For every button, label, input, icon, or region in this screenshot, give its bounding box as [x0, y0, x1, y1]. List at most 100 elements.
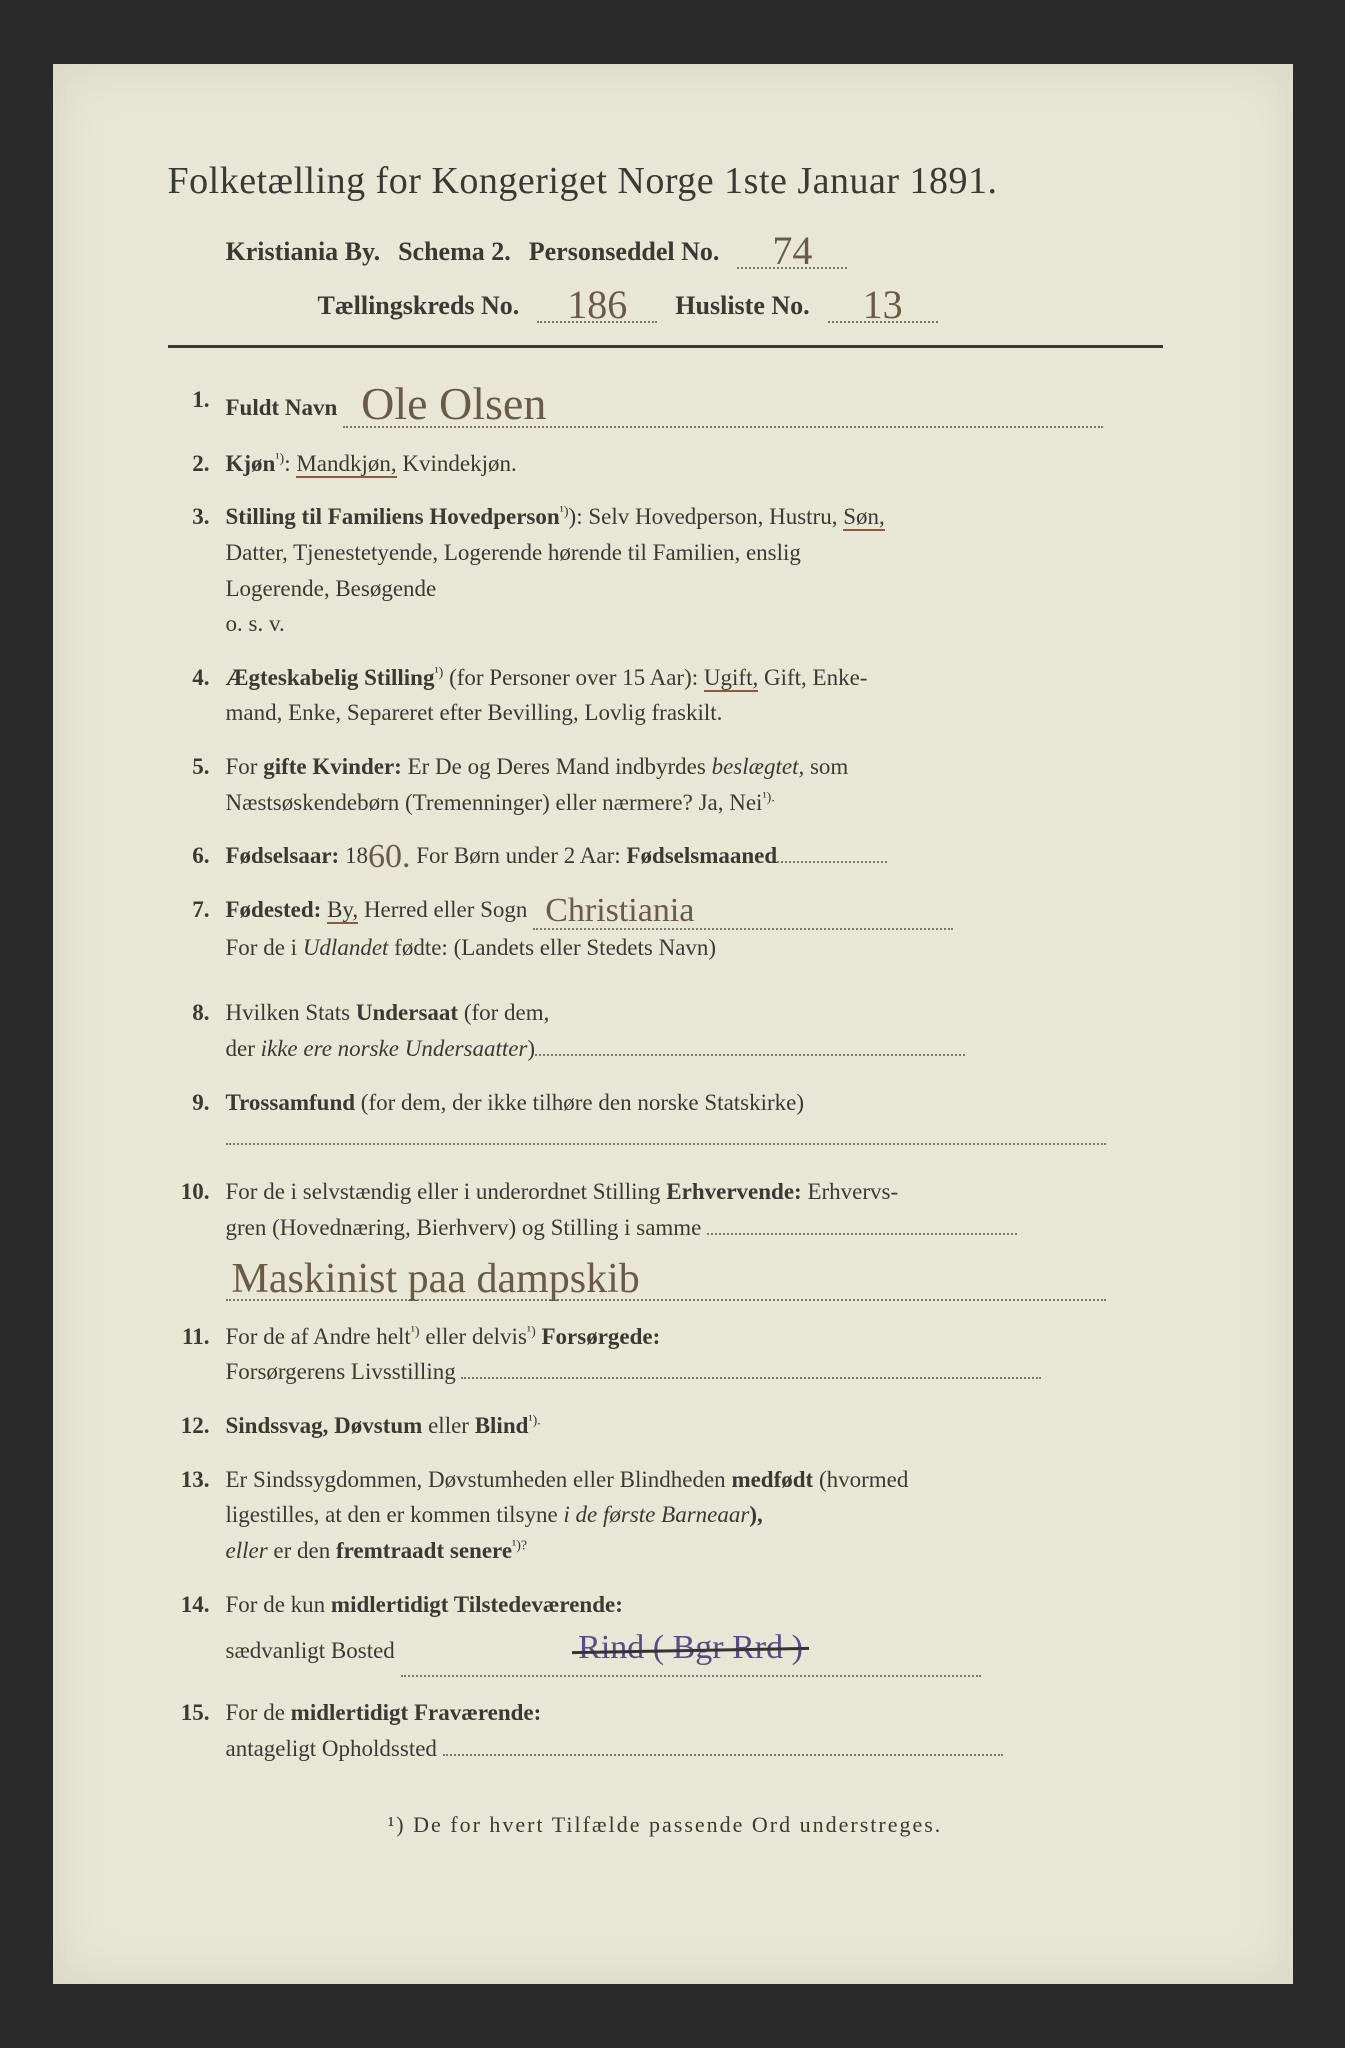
husliste-label: Husliste No.: [675, 291, 809, 321]
f8-blank: [535, 1054, 965, 1056]
fields-list: Fuldt Navn Ole Olsen Kjøn¹): Mandkjøn, K…: [168, 382, 1163, 1766]
f13-t5: eller: [226, 1538, 268, 1563]
f14-field: Rind ( Bgr Rrd ): [401, 1622, 981, 1677]
f14-t2: sædvanligt Bosted: [226, 1638, 395, 1663]
f7-hw: Christiania: [545, 897, 694, 924]
husliste-value: 13: [863, 289, 903, 321]
f9-t1: (for dem, der ikke tilhøre den norske St…: [355, 1090, 804, 1115]
document-page: Folketælling for Kongeriget Norge 1ste J…: [53, 64, 1293, 1984]
f5-b: gifte Kvinder:: [263, 754, 402, 779]
f2-note: ¹): [275, 451, 284, 466]
f9-b: Trossamfund: [226, 1090, 356, 1115]
f4-t1a: (for Personer over 15 Aar):: [443, 665, 704, 690]
f13-i: i de første Barneaar: [563, 1502, 749, 1527]
f11-b: Forsørgede:: [536, 1324, 661, 1349]
f3-line2: Datter, Tjenestetyende, Logerende hørend…: [226, 535, 1163, 571]
f8-t1: Hvilken Stats: [226, 1000, 356, 1025]
subhead-row-2: Tællingskreds No. 186 Husliste No. 13: [318, 285, 1163, 323]
f15-b: midlertidigt Fraværende:: [291, 1700, 542, 1725]
f8-line2: der ikke ere norske Undersaatter): [226, 1031, 1163, 1067]
f15-t2: antageligt Opholdssted: [226, 1736, 437, 1761]
f3-underlined: Søn,: [843, 504, 885, 531]
f4-underlined: Ugift,: [704, 665, 758, 692]
f5-i: beslægtet,: [712, 754, 805, 779]
schema-label: Schema 2.: [398, 237, 511, 267]
personseddel-field: 74: [737, 231, 847, 269]
f11-t2: eller delvis: [420, 1324, 527, 1349]
f2-underlined: Mandkjøn,: [296, 451, 396, 478]
f8-t4: ): [527, 1036, 535, 1061]
f13-t1: Er Sindssygdommen, Døvstumheden eller Bl…: [226, 1467, 732, 1492]
personseddel-value: 74: [772, 235, 812, 267]
f12-note: ¹).: [528, 1413, 540, 1428]
f4-note: ¹): [434, 665, 443, 680]
f1-label: Fuldt Navn: [226, 395, 338, 420]
f6-b2: Fødselsmaaned: [626, 843, 777, 868]
field-6: Fødselsaar: 1860. For Børn under 2 Aar: …: [168, 838, 1163, 874]
field-12: Sindssvag, Døvstum eller Blind¹).: [168, 1408, 1163, 1444]
divider: [168, 345, 1163, 348]
f10-t1: For de i selvstændig eller i underordnet…: [226, 1179, 667, 1204]
husliste-field: 13: [828, 285, 938, 323]
f13-b: medfødt: [731, 1467, 813, 1492]
f4-t1b: Gift, Enke-: [758, 665, 867, 690]
f7-t3: fødte: (Landets eller Stedets Navn): [388, 935, 716, 960]
f9-blank-line: [226, 1120, 1163, 1156]
f3-label: Stilling til Familiens Hovedperson: [226, 504, 560, 529]
f11-line2: Forsørgerens Livsstilling: [226, 1354, 1163, 1390]
f15-blank: [443, 1754, 1003, 1756]
field-14: For de kun midlertidigt Tilstedeværende:…: [168, 1587, 1163, 1677]
f11-n2: ¹): [527, 1324, 536, 1339]
field-5: For gifte Kvinder: Er De og Deres Mand i…: [168, 749, 1163, 820]
f5-t3: som: [804, 754, 848, 779]
subhead-row-1: Kristiania By. Schema 2. Personseddel No…: [226, 231, 1163, 269]
field-8: Hvilken Stats Undersaat (for dem, der ik…: [168, 995, 1163, 1066]
f7-u: By,: [327, 897, 358, 924]
f13-line2: ligestilles, at den er kommen tilsyne i …: [226, 1497, 1163, 1533]
f15-t1: For de: [226, 1700, 291, 1725]
f4-line2: mand, Enke, Separeret efter Bevilling, L…: [226, 695, 1163, 731]
f14-b: midlertidigt Tilstedeværende:: [331, 1592, 623, 1617]
f7-t2: For de i: [226, 935, 303, 960]
f9-blank: [226, 1143, 1106, 1145]
f1-value: Ole Olsen: [361, 386, 546, 423]
f6-hw: 60.: [368, 843, 411, 870]
f8-t2: (for dem,: [458, 1000, 549, 1025]
f6-blank: [777, 861, 887, 863]
f12-t1: eller: [422, 1413, 474, 1438]
f10-hw: Maskinist paa dampskib: [232, 1263, 640, 1297]
f4-label: Ægteskabelig Stilling: [226, 665, 435, 690]
f8-b: Undersaat: [356, 1000, 458, 1025]
field-15: For de midlertidigt Fraværende: antageli…: [168, 1695, 1163, 1766]
f14-line2: sædvanligt Bosted Rind ( Bgr Rrd ): [226, 1622, 1163, 1677]
f2-rest: Kvindekjøn.: [402, 451, 516, 476]
f6-t2: For Børn under 2 Aar:: [410, 843, 626, 868]
f7-field: Christiania: [533, 892, 953, 930]
field-7: Fødested: By, Herred eller Sogn Christia…: [168, 892, 1163, 965]
f11-t3: Forsørgerens Livsstilling: [226, 1359, 456, 1384]
city-label: Kristiania By.: [226, 237, 381, 267]
field-4: Ægteskabelig Stilling¹) (for Personer ov…: [168, 660, 1163, 731]
field-1: Fuldt Navn Ole Olsen: [168, 382, 1163, 428]
f11-n1: ¹): [411, 1324, 420, 1339]
f14-struck: Rind ( Bgr Rrd ): [578, 1622, 803, 1675]
f8-t3: der: [226, 1036, 261, 1061]
f13-t3: ligestilles, at den er kommen tilsyne: [226, 1502, 564, 1527]
footnote: ¹) De for hvert Tilfælde passende Ord un…: [168, 1812, 1163, 1838]
f1-value-line: Ole Olsen: [343, 382, 1103, 428]
f6-pre: 18: [339, 843, 368, 868]
f3-line3: Logerende, Besøgende: [226, 571, 1163, 607]
kreds-label: Tællingskreds No.: [318, 291, 520, 321]
field-9: Trossamfund (for dem, der ikke tilhøre d…: [168, 1085, 1163, 1156]
field-2: Kjøn¹): Mandkjøn, Kvindekjøn.: [168, 446, 1163, 482]
field-11: For de af Andre helt¹) eller delvis¹) Fo…: [168, 1319, 1163, 1390]
personseddel-label: Personseddel No.: [529, 237, 720, 267]
f13-b2: fremtraadt senere: [336, 1538, 512, 1563]
f3-opts1-pre: ): Selv Hovedperson, Hustru,: [569, 504, 844, 529]
f14-t1: For de kun: [226, 1592, 331, 1617]
f11-t1: For de af Andre helt: [226, 1324, 411, 1349]
f7-i: Udlandet: [303, 935, 389, 960]
f10-line2: gren (Hovednæring, Bierhverv) og Stillin…: [226, 1210, 1163, 1246]
page-title: Folketælling for Kongeriget Norge 1ste J…: [168, 159, 1163, 203]
f5-t4: Næstsøskendebørn (Tremenninger) eller næ…: [226, 790, 763, 815]
